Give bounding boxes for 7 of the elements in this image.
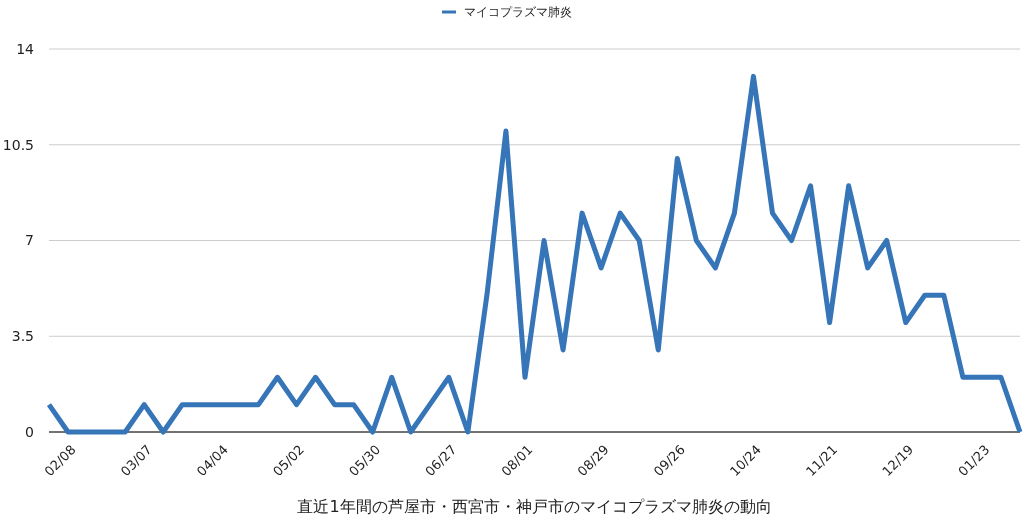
x-axis-title: 直近1年間の芦屋市・西宮市・神戸市のマイコプラズマ肺炎の動向 — [297, 497, 772, 516]
y-tick-label: 0 — [25, 423, 34, 440]
y-tick-label: 10.5 — [2, 136, 34, 153]
y-tick-label: 7 — [25, 232, 34, 249]
y-tick-label: 14 — [16, 40, 35, 57]
legend-label: マイコプラズマ肺炎 — [464, 5, 572, 20]
y-tick-label: 3.5 — [11, 328, 34, 345]
